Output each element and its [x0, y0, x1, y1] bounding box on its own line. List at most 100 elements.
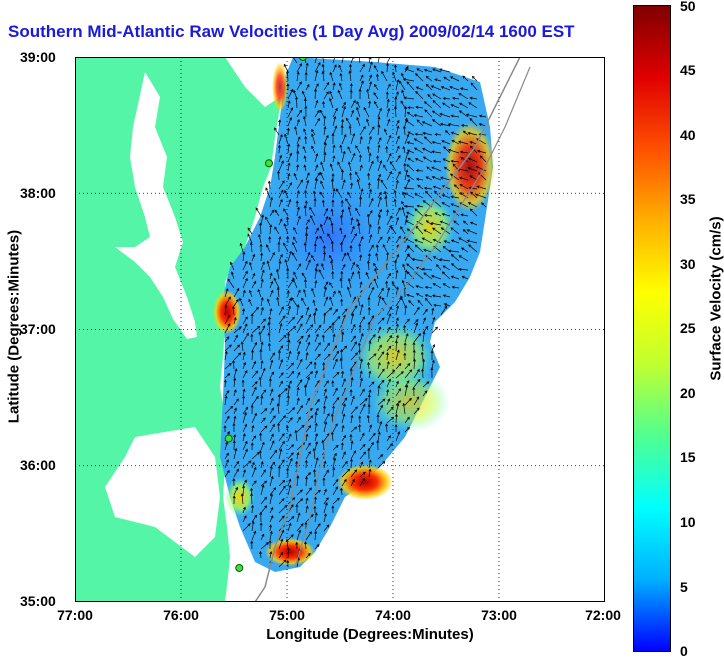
velocity-vector — [303, 155, 307, 163]
velocity-vector — [393, 105, 397, 118]
velocity-vector — [287, 172, 291, 181]
velocity-vector — [341, 105, 346, 118]
velocity-vector — [386, 378, 391, 388]
velocity-vector — [434, 190, 442, 199]
velocity-vector — [350, 225, 355, 235]
velocity-vector — [311, 128, 316, 136]
velocity-vector — [359, 370, 363, 379]
velocity-vector — [266, 260, 271, 271]
velocity-vector — [356, 116, 361, 127]
velocity-vector — [330, 178, 334, 190]
velocity-vector — [389, 161, 397, 172]
velocity-vector — [323, 513, 327, 523]
velocity-vector — [269, 196, 273, 208]
velocity-vector — [296, 350, 301, 361]
velocity-vector — [314, 153, 319, 163]
velocity-vector — [278, 433, 285, 442]
velocity-vector — [386, 360, 390, 370]
velocity-vector — [423, 248, 433, 253]
velocity-vector — [385, 423, 389, 433]
velocity-vector — [314, 324, 322, 334]
velocity-vector — [395, 380, 399, 388]
velocity-vector — [425, 220, 433, 226]
velocity-vector — [260, 408, 268, 415]
velocity-vector — [403, 342, 407, 352]
velocity-vector — [350, 152, 356, 163]
velocity-vector — [358, 423, 362, 433]
velocity-vector — [368, 370, 372, 379]
velocity-vector — [401, 200, 406, 208]
velocity-vector — [239, 297, 244, 307]
velocity-vector — [321, 63, 325, 73]
velocity-vector — [368, 197, 374, 208]
velocity-vector — [377, 317, 385, 325]
velocity-vector — [414, 193, 424, 199]
velocity-vector — [313, 468, 317, 478]
velocity-vector — [278, 498, 285, 505]
velocity-vector — [337, 161, 343, 172]
velocity-vector — [323, 524, 330, 532]
velocity-vector — [321, 70, 325, 82]
velocity-vector — [305, 376, 310, 388]
velocity-vector — [359, 136, 363, 145]
velocity-vector — [394, 340, 398, 352]
velocity-vector — [287, 516, 295, 523]
velocity-vector — [349, 172, 353, 181]
velocity-vector — [404, 117, 408, 127]
velocity-vector — [332, 155, 336, 163]
velocity-vector — [332, 350, 340, 361]
velocity-vector — [287, 88, 294, 100]
velocity-vector — [265, 187, 271, 199]
velocity-vector — [258, 449, 262, 460]
velocity-vector — [314, 411, 318, 424]
velocity-vector — [407, 157, 415, 163]
velocity-vector — [233, 334, 238, 343]
velocity-vector — [233, 298, 239, 307]
velocity-vector — [402, 145, 406, 154]
velocity-vector — [368, 74, 373, 82]
station-marker — [235, 563, 244, 572]
velocity-vector — [323, 115, 327, 127]
velocity-vector — [287, 297, 292, 307]
velocity-vector — [276, 268, 280, 280]
velocity-vector — [341, 424, 345, 433]
velocity-vector — [312, 299, 316, 307]
velocity-vector — [314, 268, 318, 280]
velocity-vector — [414, 244, 424, 253]
velocity-vector — [376, 155, 380, 163]
velocity-vector — [341, 252, 347, 262]
velocity-vector — [322, 245, 326, 253]
velocity-vector — [406, 263, 415, 271]
velocity-vector — [339, 357, 343, 370]
velocity-vector — [374, 100, 379, 109]
velocity-vector — [356, 101, 361, 109]
velocity-vector — [277, 241, 281, 253]
velocity-vector — [259, 432, 263, 442]
velocity-vector — [314, 88, 318, 100]
velocity-vector — [386, 442, 393, 451]
velocity-vector — [332, 64, 337, 73]
velocity-vector — [278, 133, 283, 145]
velocity-vector — [260, 252, 264, 262]
velocity-vector — [367, 306, 371, 316]
velocity-vector — [329, 71, 334, 82]
velocity-vector — [413, 306, 420, 316]
velocity-vector — [277, 144, 281, 154]
velocity-vector — [450, 159, 460, 163]
velocity-vector — [404, 204, 415, 208]
velocity-vector — [295, 200, 299, 208]
velocity-vector — [305, 62, 309, 73]
station-marker — [224, 434, 233, 443]
velocity-vector — [404, 363, 411, 370]
velocity-vector — [295, 96, 299, 109]
velocity-vector — [296, 404, 303, 415]
velocity-vector — [260, 278, 264, 289]
velocity-vector — [305, 172, 310, 181]
velocity-vector — [350, 478, 355, 487]
velocity-vector — [421, 267, 433, 271]
velocity-vector — [331, 405, 335, 415]
velocity-vector — [260, 296, 264, 307]
velocity-vector — [269, 493, 274, 505]
velocity-vector — [386, 251, 390, 262]
velocity-vector — [323, 81, 330, 91]
